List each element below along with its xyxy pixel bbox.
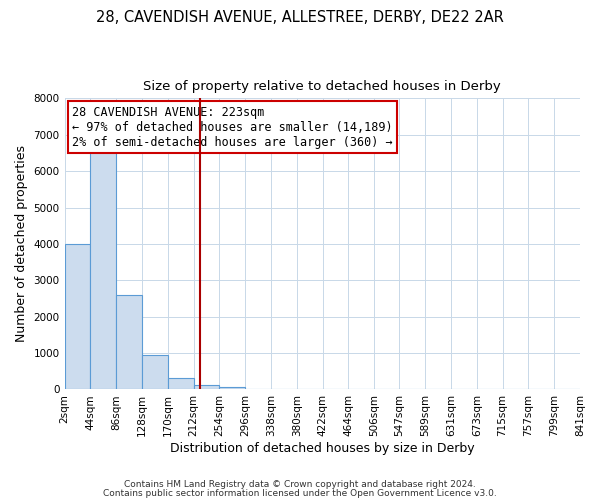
Text: 28, CAVENDISH AVENUE, ALLESTREE, DERBY, DE22 2AR: 28, CAVENDISH AVENUE, ALLESTREE, DERBY, … [96, 10, 504, 25]
Text: 28 CAVENDISH AVENUE: 223sqm
← 97% of detached houses are smaller (14,189)
2% of : 28 CAVENDISH AVENUE: 223sqm ← 97% of det… [72, 106, 393, 148]
Bar [194, 384, 220, 390]
Bar [65, 244, 91, 390]
Bar [142, 355, 168, 390]
Y-axis label: Number of detached properties: Number of detached properties [15, 146, 28, 342]
Bar [91, 150, 116, 390]
Bar [220, 388, 245, 390]
X-axis label: Distribution of detached houses by size in Derby: Distribution of detached houses by size … [170, 442, 475, 455]
Text: Contains public sector information licensed under the Open Government Licence v3: Contains public sector information licen… [103, 489, 497, 498]
Bar [168, 378, 194, 390]
Bar [116, 295, 142, 390]
Text: Contains HM Land Registry data © Crown copyright and database right 2024.: Contains HM Land Registry data © Crown c… [124, 480, 476, 489]
Title: Size of property relative to detached houses in Derby: Size of property relative to detached ho… [143, 80, 501, 93]
